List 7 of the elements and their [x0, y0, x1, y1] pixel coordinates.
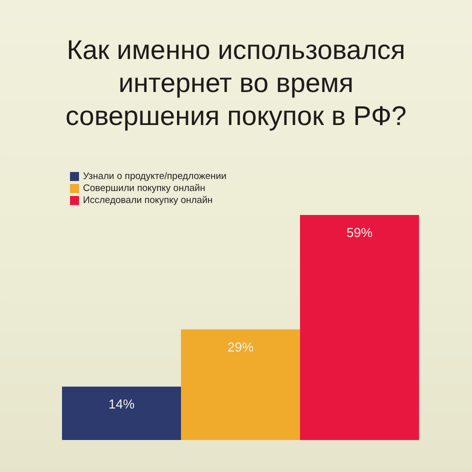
data-label: 59% [346, 225, 373, 240]
data-label: 29% [227, 339, 254, 354]
legend-label: Узнали о продукте/предложении [83, 171, 226, 182]
legend-label: Совершили покупку онлайн [83, 183, 206, 194]
chart-title: Как именно использовался интернет во время совершения покупок в РФ? [64, 34, 408, 133]
data-label: 14% [108, 396, 135, 412]
legend-label: Исследовали покупку онлайн [83, 195, 213, 206]
